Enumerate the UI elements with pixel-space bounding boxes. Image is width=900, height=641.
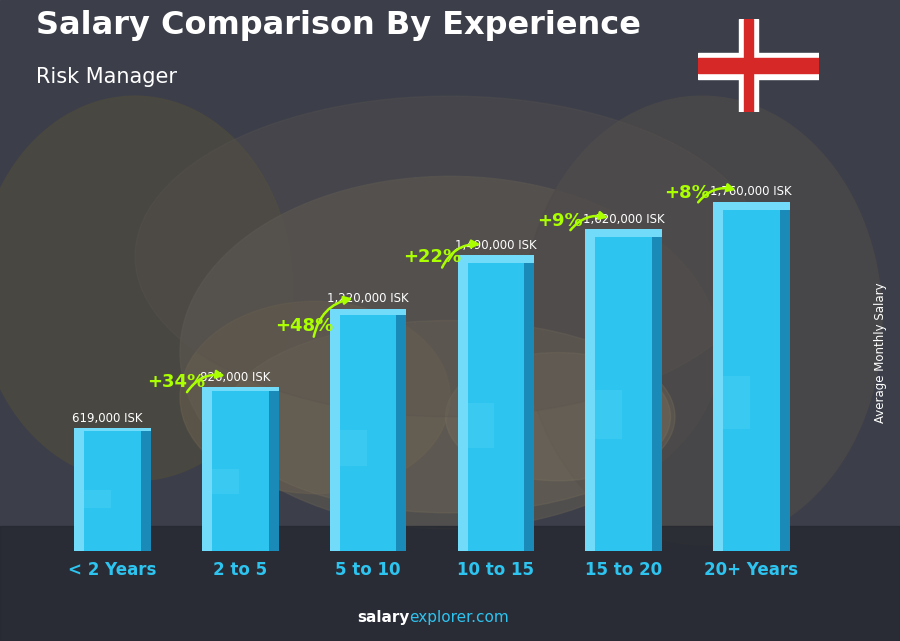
Bar [457,255,535,263]
Bar [585,229,662,551]
Bar [202,387,279,391]
Bar [585,229,662,237]
Bar [0,526,900,641]
Ellipse shape [180,176,720,529]
Bar [739,19,758,112]
Ellipse shape [225,320,675,513]
Ellipse shape [135,96,765,417]
Bar [713,201,789,210]
Bar [698,53,819,79]
Bar [269,387,279,551]
Bar [85,490,111,508]
Bar [457,255,535,551]
Text: Salary Comparison By Experience: Salary Comparison By Experience [36,10,641,40]
Bar [585,229,595,551]
Text: Average Monthly Salary: Average Monthly Salary [874,282,886,423]
Bar [524,255,535,551]
Text: +34%: +34% [148,372,205,390]
Ellipse shape [446,353,670,481]
Bar [202,387,212,551]
Text: 1,620,000 ISK: 1,620,000 ISK [582,213,664,226]
Bar [75,428,85,551]
Bar [75,428,151,431]
Bar [713,201,723,551]
Ellipse shape [180,301,450,494]
Bar [329,309,407,315]
Bar [212,469,238,494]
Bar [340,430,366,467]
Bar [457,255,467,551]
Text: +8%: +8% [664,183,710,201]
Bar [779,201,789,551]
Text: 1,220,000 ISK: 1,220,000 ISK [328,292,409,305]
Text: +22%: +22% [403,248,461,266]
Bar [75,428,151,551]
Bar [397,309,407,551]
Bar [329,309,407,551]
Bar [329,309,340,551]
Text: 619,000 ISK: 619,000 ISK [72,412,142,425]
Bar [713,201,789,551]
Ellipse shape [522,96,882,545]
Bar [743,19,753,112]
Text: Risk Manager: Risk Manager [36,67,177,87]
Text: explorer.com: explorer.com [410,610,509,625]
Text: +48%: +48% [275,317,333,335]
Text: +9%: +9% [537,212,582,230]
Bar [723,376,750,429]
Bar [652,229,662,551]
Text: 1,760,000 ISK: 1,760,000 ISK [710,185,792,198]
Text: salary: salary [357,610,410,625]
Bar [467,403,494,447]
Text: 1,490,000 ISK: 1,490,000 ISK [455,238,536,252]
Bar [698,58,819,74]
Bar [595,390,622,438]
Bar [141,428,151,551]
Bar [202,387,279,551]
Text: 826,000 ISK: 826,000 ISK [200,370,270,383]
Ellipse shape [0,96,292,481]
